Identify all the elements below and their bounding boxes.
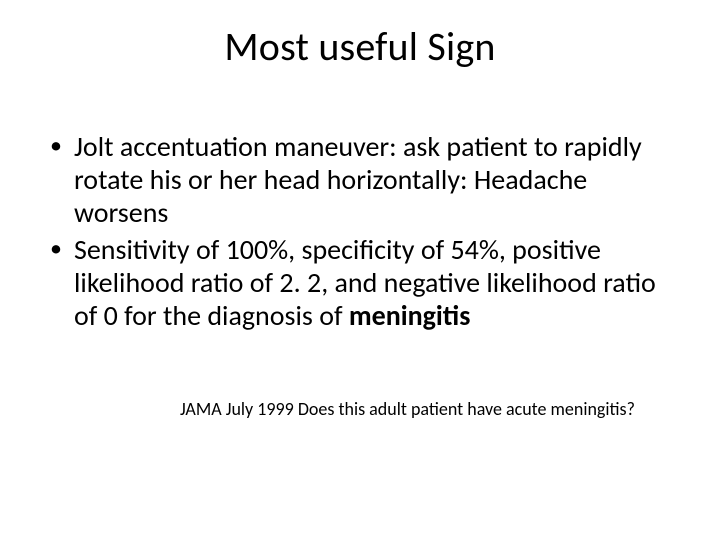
slide: Most useful Sign Jolt accentuation maneu… <box>0 0 720 540</box>
bullet-bold-text: meningitis <box>349 298 471 333</box>
bullet-item: Jolt accentuation maneuver: ask patient … <box>46 130 678 229</box>
slide-body: Jolt accentuation maneuver: ask patient … <box>46 130 678 336</box>
citation-text: JAMA July 1999 Does this adult patient h… <box>180 398 660 420</box>
bullet-item: Sensitivity of 100%, specificity of 54%,… <box>46 233 678 332</box>
slide-title: Most useful Sign <box>0 22 720 71</box>
bullet-text: Jolt accentuation maneuver: ask patient … <box>74 129 642 230</box>
bullet-list: Jolt accentuation maneuver: ask patient … <box>46 130 678 332</box>
